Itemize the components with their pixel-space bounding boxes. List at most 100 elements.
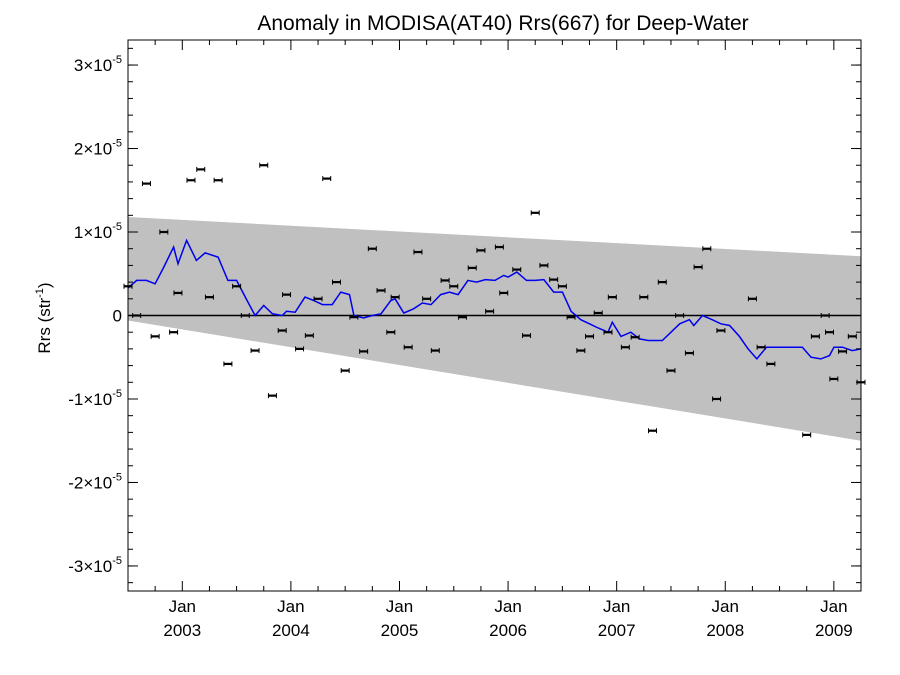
data-point: [322, 176, 332, 182]
data-point: [196, 166, 206, 172]
data-point: [413, 249, 423, 255]
data-point: [566, 314, 576, 320]
x-tick-year: 2009: [815, 621, 853, 640]
data-point: [716, 328, 726, 334]
data-point: [204, 294, 214, 300]
data-point: [403, 344, 413, 350]
x-tick-month: Jan: [386, 597, 413, 616]
data-point: [648, 428, 658, 434]
data-point: [620, 344, 630, 350]
data-point: [607, 294, 617, 300]
data-point: [530, 210, 540, 216]
data-point: [702, 246, 712, 252]
plot-area: [123, 39, 866, 592]
y-tick-label: -1×10-5: [68, 388, 122, 409]
data-point: [295, 346, 305, 352]
x-tick-month: Jan: [820, 597, 847, 616]
x-tick-year: 2004: [272, 621, 310, 640]
data-point: [213, 177, 223, 183]
x-tick-month: Jan: [494, 597, 521, 616]
confidence-band: [128, 216, 861, 441]
data-point: [376, 287, 386, 293]
data-point: [557, 283, 567, 289]
data-point: [539, 262, 549, 268]
y-tick-label: 3×10-5: [74, 54, 122, 75]
data-point: [467, 265, 477, 271]
data-point: [549, 277, 559, 283]
data-point: [349, 314, 359, 320]
x-tick-year: 2008: [706, 621, 744, 640]
y-axis-label: Rrs (str-1): [34, 282, 54, 353]
y-axis-label-tail: ): [35, 282, 54, 288]
data-point: [766, 361, 776, 367]
data-point: [282, 292, 292, 298]
data-point: [277, 328, 287, 334]
data-point: [838, 348, 848, 354]
data-point: [847, 333, 857, 339]
data-point: [150, 333, 160, 339]
y-tick-label: 2×10-5: [74, 138, 122, 159]
data-point: [440, 277, 450, 283]
data-point: [304, 333, 314, 339]
data-point: [512, 267, 522, 273]
data-point: [522, 333, 532, 339]
data-point: [810, 333, 820, 339]
data-point: [747, 296, 757, 302]
data-point: [712, 396, 722, 402]
data-point: [693, 264, 703, 270]
data-point: [825, 329, 835, 335]
data-point: [603, 329, 613, 335]
data-point: [829, 376, 839, 382]
data-point: [639, 294, 649, 300]
data-point: [386, 329, 396, 335]
data-point: [820, 313, 830, 318]
x-tick-month: Jan: [277, 597, 304, 616]
data-point: [267, 393, 277, 399]
data-point: [802, 432, 812, 438]
data-point: [232, 283, 242, 289]
y-axis: 3×10-5 2×10-5 1×10-5 0 -1×10-5 -2×10-5 -3×10-5: [68, 47, 861, 584]
y-tick-label: -3×10-5: [68, 555, 122, 576]
data-point: [675, 313, 685, 318]
data-point: [485, 308, 495, 314]
data-point: [186, 177, 196, 183]
data-point: [576, 348, 586, 354]
data-point: [367, 246, 377, 252]
data-point: [359, 348, 369, 354]
data-point: [657, 279, 667, 285]
data-point: [630, 334, 640, 340]
x-tick-month: Jan: [603, 597, 630, 616]
data-point: [259, 162, 269, 168]
data-point: [173, 290, 183, 296]
data-point: [494, 244, 504, 250]
trend-line: [127, 238, 862, 361]
data-point: [457, 314, 467, 320]
data-point: [313, 296, 323, 302]
data-point: [240, 313, 250, 318]
data-points: [123, 162, 866, 438]
x-tick-month: Jan: [169, 597, 196, 616]
y-axis-label-sup: -1: [34, 288, 46, 298]
y-tick-label: 1×10-5: [74, 221, 122, 242]
data-point: [390, 294, 400, 300]
x-axis: Jan 2003 Jan 2004 Jan 2005 Jan 2006 Jan 2007 Jan 20…: [127, 40, 862, 640]
x-tick-year: 2003: [163, 621, 201, 640]
data-point: [159, 229, 169, 235]
data-point: [593, 310, 603, 316]
data-point: [422, 296, 432, 302]
data-point: [499, 290, 509, 296]
y-tick-label: 0: [113, 307, 122, 326]
data-point: [430, 348, 440, 354]
x-tick-year: 2005: [381, 621, 419, 640]
data-point: [476, 247, 486, 253]
x-tick-month: Jan: [712, 597, 739, 616]
data-point: [141, 181, 151, 187]
data-point: [340, 368, 350, 374]
data-point: [223, 361, 233, 367]
x-tick-year: 2007: [598, 621, 636, 640]
y-axis-label-main: Rrs (str: [35, 298, 54, 354]
data-point: [449, 283, 459, 289]
y-tick-label: -2×10-5: [68, 471, 122, 492]
chart-title: Anomaly in MODISA(AT40) Rrs(667) for Dee…: [257, 12, 748, 35]
